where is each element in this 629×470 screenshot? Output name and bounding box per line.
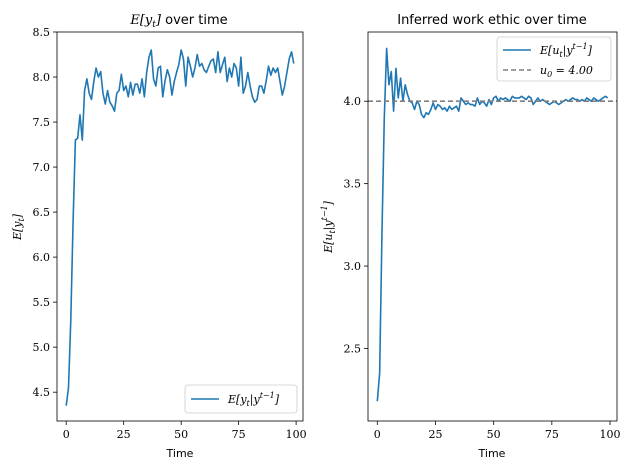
left-x-tick-label: 50	[174, 428, 188, 441]
left-y-tick-label: 4.5	[33, 386, 51, 399]
left-plot-frame	[56, 31, 304, 422]
left-plot-area	[57, 32, 303, 421]
left-y-ticks: 4.5 5.0 5.5 6.0 6.5 7.0 7.5 8.0 8.5	[33, 26, 57, 399]
right-legend-label-2: u0 = 4.00	[540, 64, 593, 79]
right-chart-title: Inferred work ethic over time	[397, 13, 587, 28]
left-y-tick-label: 7.0	[33, 161, 51, 174]
left-y-tick-label: 6.0	[33, 251, 51, 264]
left-y-tick-label: 7.5	[33, 116, 51, 129]
left-series-line	[65, 49, 295, 406]
right-y-ticks: 2.5 3.0 3.5 4.0	[344, 95, 368, 355]
right-y-tick-label: 2.5	[344, 342, 362, 355]
right-legend: E[ut|yt−1] u0 = 4.00	[496, 36, 612, 82]
right-y-axis-label: E[ut|yt−1]	[320, 200, 337, 254]
left-y-axis-label: E[yt]	[11, 213, 26, 241]
left-x-tick-label: 0	[63, 428, 70, 441]
right-y-tick-label: 4.0	[344, 95, 362, 108]
left-legend-box	[184, 384, 298, 414]
left-x-tick-label: 75	[232, 428, 246, 441]
left-chart-title: E[yt] over time	[129, 13, 227, 30]
right-x-tick-label: 100	[600, 428, 621, 441]
left-y-tick-label: 5.5	[33, 296, 51, 309]
right-panel: Inferred work ethic over time 0 25 50 75 100…	[320, 13, 621, 460]
left-y-tick-label: 8.5	[33, 26, 51, 39]
right-y-tick-label: 3.0	[344, 260, 362, 273]
right-plot-frame	[367, 31, 618, 422]
right-y-tick-label: 3.5	[344, 178, 362, 191]
right-series-group	[368, 47, 617, 402]
left-x-axis-label: Time	[166, 447, 194, 460]
right-x-tick-label: 50	[487, 428, 501, 441]
right-x-tick-label: 25	[428, 428, 442, 441]
right-x-tick-label: 0	[374, 428, 381, 441]
right-legend-box	[496, 36, 612, 82]
right-legend-label-1: E[ut|yt−1]	[539, 42, 593, 59]
left-legend-label: E[yt|yt−1]	[227, 391, 280, 408]
right-x-axis-label: Time	[478, 447, 506, 460]
right-x-tick-label: 75	[545, 428, 559, 441]
right-x-ticks: 0 25 50 75 100	[374, 421, 621, 441]
left-y-tick-label: 8.0	[33, 71, 51, 84]
left-x-ticks: 0 25 50 75 100	[63, 421, 307, 441]
left-x-tick-label: 100	[286, 428, 307, 441]
left-y-tick-label: 6.5	[33, 206, 51, 219]
left-x-tick-label: 25	[117, 428, 131, 441]
left-y-tick-label: 5.0	[33, 341, 51, 354]
left-panel: E[yt] over time 0 25 50 75 100 4.5 5.0 5.5 6.0 6…	[11, 13, 307, 460]
left-legend: E[yt|yt−1]	[184, 384, 298, 414]
left-series-group	[65, 49, 295, 406]
right-plot-area	[368, 32, 617, 421]
